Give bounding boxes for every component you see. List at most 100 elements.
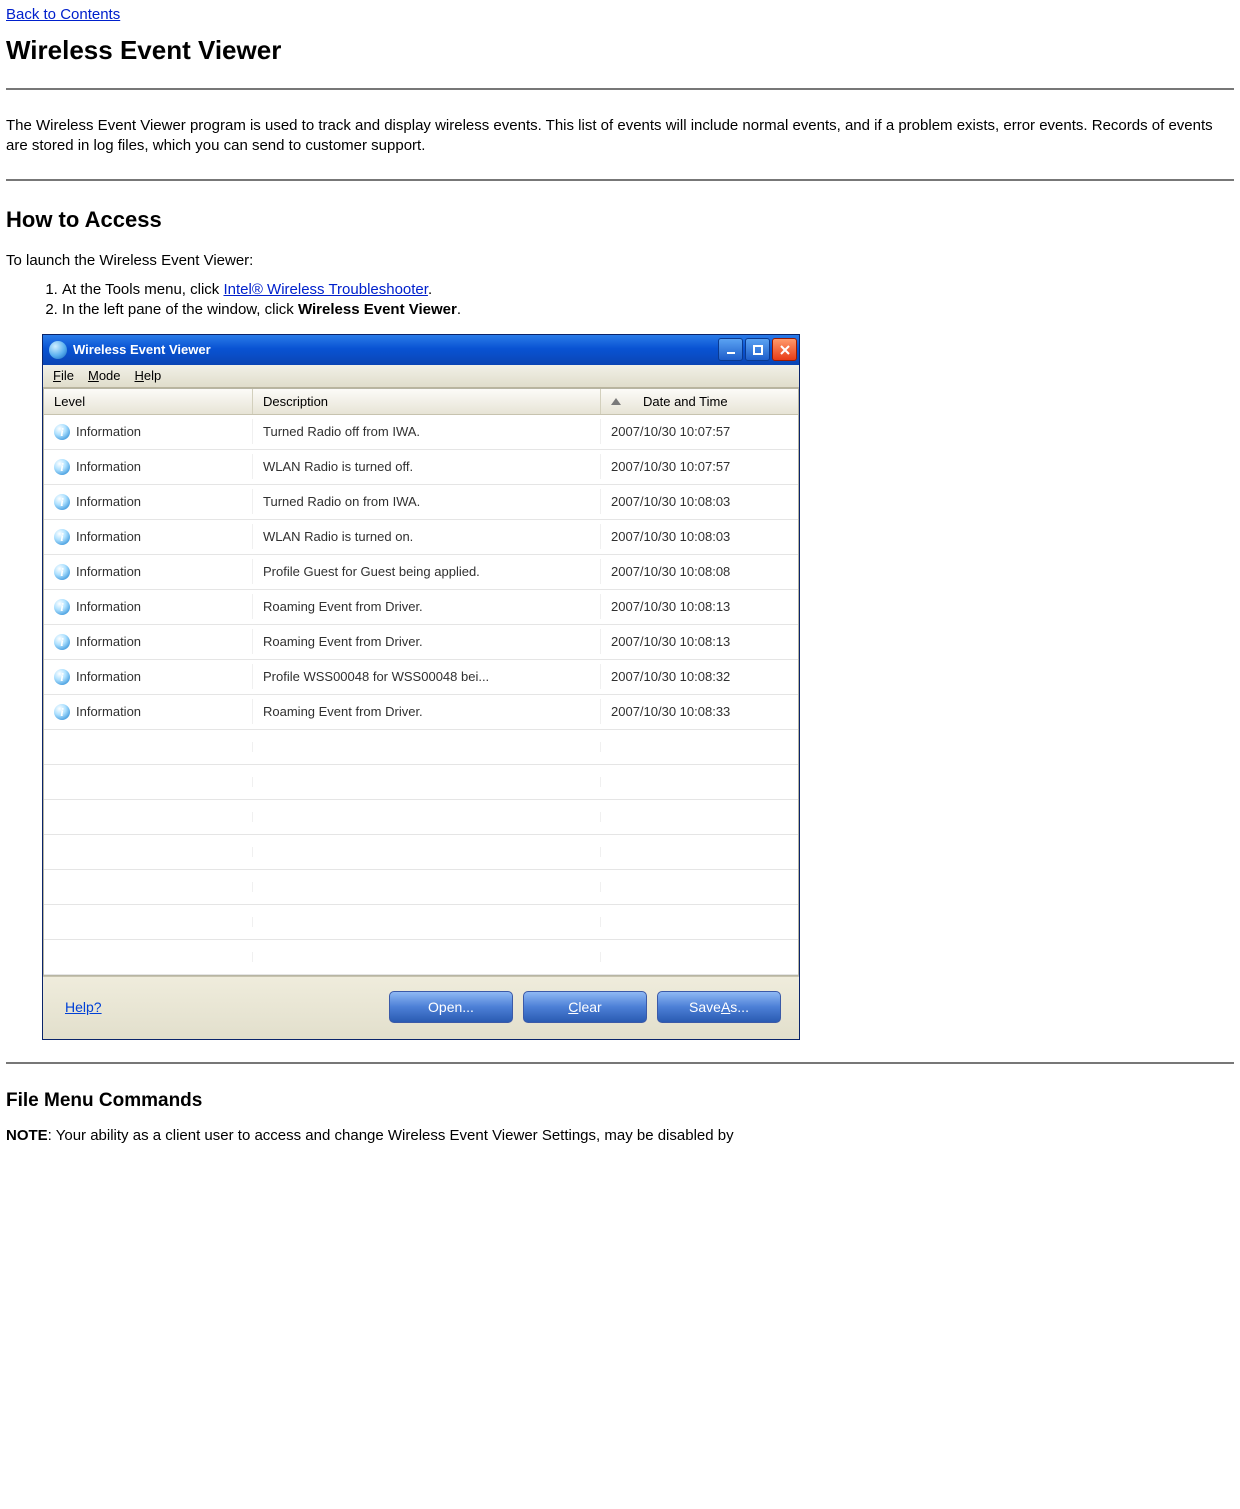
cell-level-text: Information bbox=[76, 529, 141, 544]
information-icon: i bbox=[54, 564, 70, 580]
cell-date: 2007/10/30 10:08:33 bbox=[600, 699, 798, 724]
cell-date: 2007/10/30 10:07:57 bbox=[600, 419, 798, 444]
table-row-empty bbox=[44, 730, 798, 765]
information-icon: i bbox=[54, 634, 70, 650]
note-label: NOTE bbox=[6, 1127, 48, 1144]
cell-date: 2007/10/30 10:08:13 bbox=[600, 629, 798, 654]
table-row-empty bbox=[44, 835, 798, 870]
window-titlebar[interactable]: Wireless Event Viewer bbox=[43, 335, 799, 365]
cell-date: 2007/10/30 10:08:13 bbox=[600, 594, 798, 619]
clear-button[interactable]: Clear bbox=[523, 991, 647, 1023]
cell-level: i Information bbox=[44, 629, 252, 655]
cell-description: Profile Guest for Guest being applied. bbox=[252, 559, 600, 584]
app-icon bbox=[49, 341, 67, 359]
step2-bold: Wireless Event Viewer bbox=[298, 301, 457, 318]
table-row-empty bbox=[44, 870, 798, 905]
table-row[interactable]: i Information Turned Radio on from IWA.200… bbox=[44, 485, 798, 520]
note-text: : Your ability as a client user to acces… bbox=[48, 1127, 734, 1144]
step2-pre: In the left pane of the window, click bbox=[62, 301, 298, 318]
col-header-description[interactable]: Description bbox=[252, 389, 600, 414]
page-title: Wireless Event Viewer bbox=[6, 35, 1234, 66]
col-header-date-label: Date and Time bbox=[643, 394, 728, 409]
window-title: Wireless Event Viewer bbox=[73, 342, 718, 357]
troubleshooter-link[interactable]: Intel® Wireless Troubleshooter bbox=[223, 281, 427, 298]
table-row[interactable]: iInformationRoaming Event from Driver.20… bbox=[44, 695, 798, 730]
back-to-contents-link[interactable]: Back to Contents bbox=[6, 6, 120, 23]
table-row[interactable]: i Information Turned Radio off from IWA.20… bbox=[44, 415, 798, 450]
information-icon: i bbox=[54, 669, 70, 685]
cell-level-text: Information bbox=[76, 669, 141, 684]
table-header-row: Level Description Date and Time bbox=[44, 389, 798, 415]
cell-level: i Information bbox=[44, 419, 252, 445]
close-button[interactable] bbox=[772, 338, 797, 361]
divider bbox=[6, 179, 1234, 181]
event-viewer-window: Wireless Event Viewer File Mode Help Lev… bbox=[42, 334, 800, 1040]
menu-mode[interactable]: Mode bbox=[88, 368, 121, 383]
cell-level: i Information bbox=[44, 489, 252, 515]
cell-level-text: Information bbox=[76, 424, 141, 439]
menu-file[interactable]: File bbox=[53, 368, 74, 383]
cell-level-text: Information bbox=[76, 704, 141, 719]
file-menu-note: NOTE: Your ability as a client user to a… bbox=[6, 1126, 1234, 1146]
help-link[interactable]: Help? bbox=[65, 999, 379, 1015]
cell-description: Turned Radio off from IWA. bbox=[252, 419, 600, 444]
access-lead: To launch the Wireless Event Viewer: bbox=[6, 251, 1234, 271]
cell-level: iInformation bbox=[44, 559, 252, 585]
cell-level-text: Information bbox=[76, 459, 141, 474]
minimize-button[interactable] bbox=[718, 338, 743, 361]
table-row[interactable]: iInformationWLAN Radio is turned off.200… bbox=[44, 450, 798, 485]
cell-description: Roaming Event from Driver. bbox=[252, 629, 600, 654]
cell-description: Profile WSS00048 for WSS00048 bei... bbox=[252, 664, 600, 689]
table-row[interactable]: i Information Roaming Event from Driver.20… bbox=[44, 590, 798, 625]
table-row[interactable]: iInformationProfile Guest for Guest bein… bbox=[44, 555, 798, 590]
step1-pre: At the Tools menu, click bbox=[62, 281, 223, 298]
sort-ascending-icon bbox=[611, 398, 621, 405]
cell-level: i Information bbox=[44, 454, 252, 480]
divider bbox=[6, 88, 1234, 90]
cell-level-text: Information bbox=[76, 634, 141, 649]
file-menu-commands-heading: File Menu Commands bbox=[6, 1090, 1234, 1112]
information-icon: i bbox=[54, 599, 70, 615]
cell-description: Roaming Event from Driver. bbox=[252, 699, 600, 724]
cell-level-text: Information bbox=[76, 599, 141, 614]
cell-date: 2007/10/30 10:08:08 bbox=[600, 559, 798, 584]
table-row[interactable]: i Information WLAN Radio is turned on.2007… bbox=[44, 520, 798, 555]
col-header-date[interactable]: Date and Time bbox=[600, 389, 798, 414]
window-footer: Help? Open... Clear Save As... bbox=[43, 976, 799, 1039]
information-icon: i bbox=[54, 529, 70, 545]
cell-description: WLAN Radio is turned off. bbox=[252, 454, 600, 479]
cell-level-text: Information bbox=[76, 494, 141, 509]
cell-description: Turned Radio on from IWA. bbox=[252, 489, 600, 514]
information-icon: i bbox=[54, 424, 70, 440]
cell-date: 2007/10/30 10:08:03 bbox=[600, 489, 798, 514]
table-row-empty bbox=[44, 765, 798, 800]
cell-date: 2007/10/30 10:08:32 bbox=[600, 664, 798, 689]
table-row-empty bbox=[44, 940, 798, 975]
menu-bar: File Mode Help bbox=[43, 365, 799, 388]
information-icon: i bbox=[54, 459, 70, 475]
open-button[interactable]: Open... bbox=[389, 991, 513, 1023]
cell-level: i Information bbox=[44, 594, 252, 620]
cell-level: iInformation bbox=[44, 699, 252, 725]
step1-post: . bbox=[428, 281, 432, 298]
save-as-button[interactable]: Save As... bbox=[657, 991, 781, 1023]
cell-description: Roaming Event from Driver. bbox=[252, 594, 600, 619]
intro-paragraph: The Wireless Event Viewer program is use… bbox=[6, 116, 1234, 157]
menu-help[interactable]: Help bbox=[135, 368, 162, 383]
how-to-access-heading: How to Access bbox=[6, 207, 1234, 233]
cell-description: WLAN Radio is turned on. bbox=[252, 524, 600, 549]
event-table: Level Description Date and Time iInforma… bbox=[43, 388, 799, 976]
cell-date: 2007/10/30 10:08:03 bbox=[600, 524, 798, 549]
cell-level: i Information bbox=[44, 664, 252, 690]
table-row-empty bbox=[44, 905, 798, 940]
divider bbox=[6, 1062, 1234, 1064]
table-row-empty bbox=[44, 800, 798, 835]
information-icon: i bbox=[54, 494, 70, 510]
table-row[interactable]: i Information Profile WSS00048 for WSS0004… bbox=[44, 660, 798, 695]
col-header-level[interactable]: Level bbox=[44, 389, 252, 414]
cell-level: i Information bbox=[44, 524, 252, 550]
table-row[interactable]: i Information Roaming Event from Driver.20… bbox=[44, 625, 798, 660]
maximize-button[interactable] bbox=[745, 338, 770, 361]
access-step-1: At the Tools menu, click Intel® Wireless… bbox=[62, 281, 1234, 298]
step2-post: . bbox=[457, 301, 461, 318]
